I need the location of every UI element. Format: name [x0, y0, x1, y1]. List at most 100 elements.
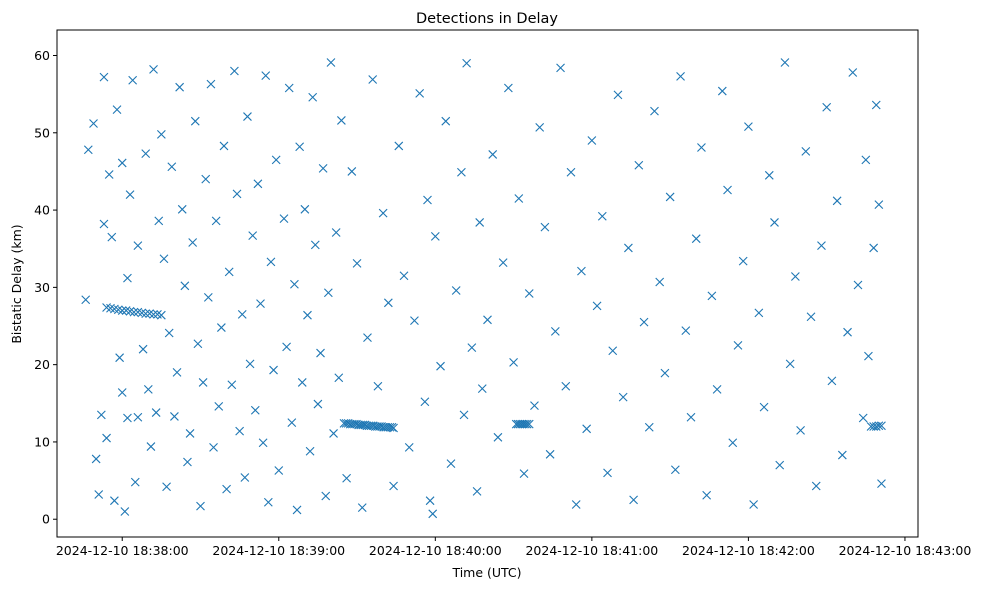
data-point	[697, 143, 706, 152]
data-point	[227, 380, 237, 390]
data-point	[775, 460, 785, 470]
data-point	[164, 328, 174, 338]
data-point	[177, 204, 187, 214]
data-point	[99, 72, 109, 82]
data-point	[780, 58, 790, 67]
data-point	[446, 459, 456, 468]
data-point	[138, 344, 148, 354]
data-point	[357, 503, 367, 513]
data-point	[387, 422, 397, 432]
data-point	[329, 429, 338, 438]
data-point	[368, 75, 378, 84]
data-point	[117, 158, 127, 168]
data-point	[96, 410, 106, 420]
data-point	[185, 429, 195, 438]
data-point	[428, 509, 438, 519]
data-point	[300, 204, 310, 214]
data-point	[597, 211, 607, 221]
data-point	[613, 90, 623, 100]
data-point	[717, 86, 727, 96]
data-point	[240, 473, 250, 482]
data-point	[430, 231, 440, 241]
x-tick-label: 2024-12-10 18:43:00	[839, 543, 972, 558]
data-point	[608, 346, 618, 356]
data-point	[874, 200, 884, 210]
plot-frame	[56, 29, 919, 538]
data-point	[582, 424, 592, 434]
data-point	[441, 116, 451, 126]
data-point	[261, 71, 271, 80]
data-point	[151, 408, 161, 417]
y-tick-label: 30	[34, 280, 50, 295]
data-point	[676, 71, 685, 81]
data-point	[263, 497, 273, 507]
data-point	[848, 68, 858, 77]
data-point	[373, 381, 383, 391]
data-point	[644, 422, 654, 432]
data-point	[219, 141, 229, 151]
data-point	[308, 92, 318, 102]
data-point	[167, 162, 177, 172]
data-point	[389, 423, 398, 433]
data-point	[193, 339, 203, 349]
y-axis-label: Bistatic Delay (km)	[9, 224, 24, 343]
data-point	[117, 306, 127, 315]
data-point	[404, 442, 414, 452]
x-axis: 2024-12-10 18:38:00 2024-12-10 18:39:00 20…	[56, 537, 972, 558]
data-point	[318, 163, 328, 173]
data-point	[149, 65, 158, 74]
data-point	[326, 58, 336, 67]
data-point	[112, 105, 122, 114]
data-point	[618, 392, 628, 402]
data-point	[130, 477, 140, 487]
data-point	[104, 170, 114, 179]
data-point	[702, 490, 712, 500]
data-point	[146, 442, 156, 451]
data-point	[331, 228, 341, 237]
data-point	[832, 196, 842, 206]
data-point	[117, 388, 127, 397]
data-point	[877, 421, 886, 431]
data-point	[156, 129, 166, 139]
data-point	[459, 410, 469, 420]
data-point	[861, 155, 871, 165]
data-point	[269, 365, 278, 375]
data-point	[305, 446, 315, 456]
data-point	[394, 141, 404, 151]
data-point	[785, 359, 795, 369]
data-point	[334, 373, 344, 383]
data-point	[634, 160, 644, 170]
data-point	[120, 507, 130, 516]
data-point	[313, 399, 323, 409]
data-point	[858, 413, 868, 423]
data-point	[99, 219, 109, 229]
data-point	[519, 469, 529, 479]
data-point	[342, 473, 351, 483]
data-point	[337, 116, 346, 125]
data-point	[110, 496, 119, 506]
data-point	[493, 432, 503, 442]
data-point	[287, 418, 297, 428]
data-point	[738, 256, 748, 266]
data-point	[790, 272, 800, 281]
data-point	[183, 457, 192, 467]
data-point	[345, 419, 355, 429]
x-tick-label: 2024-12-10 18:38:00	[56, 543, 189, 558]
data-point	[128, 75, 138, 85]
data-point	[524, 419, 534, 429]
data-point	[514, 194, 524, 203]
data-point	[237, 310, 247, 319]
data-point	[133, 241, 143, 251]
data-point	[475, 218, 485, 227]
data-point	[141, 309, 151, 319]
data-point	[83, 145, 93, 155]
data-point	[154, 216, 164, 226]
data-point	[266, 257, 276, 267]
data-point	[540, 222, 550, 232]
data-point	[170, 412, 179, 421]
data-point	[759, 402, 769, 412]
data-point	[624, 243, 633, 253]
data-point	[410, 316, 419, 325]
data-point	[201, 174, 211, 184]
data-point	[561, 381, 571, 391]
